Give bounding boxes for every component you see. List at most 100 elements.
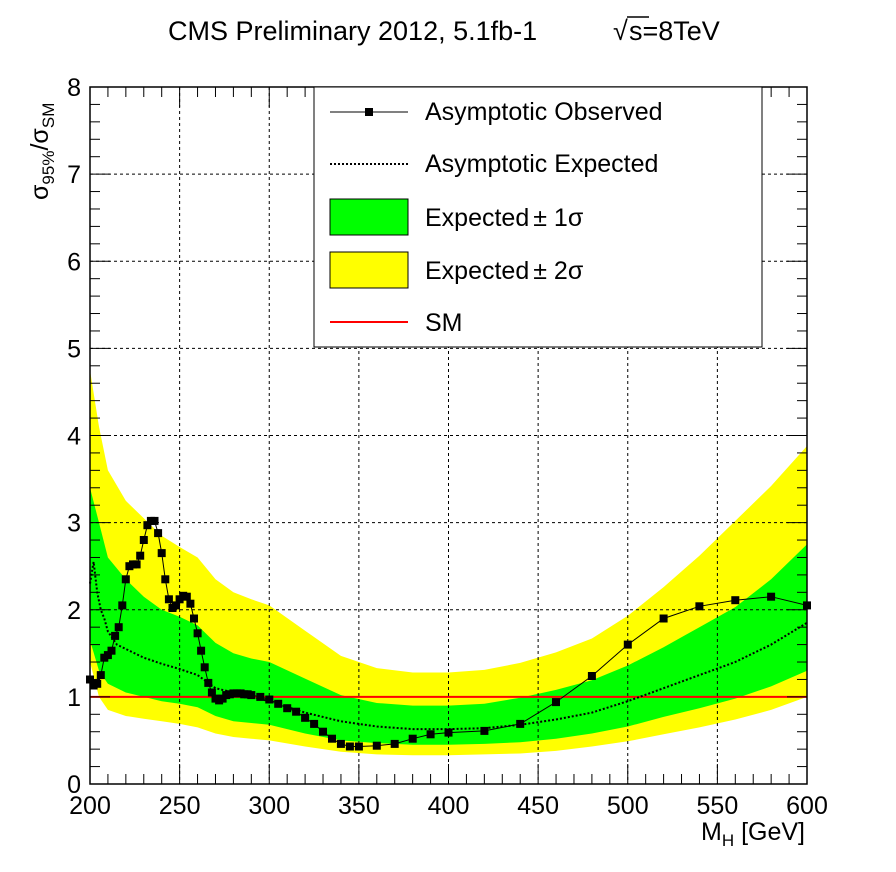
observed-point bbox=[408, 734, 417, 743]
observed-point bbox=[292, 707, 301, 716]
x-tick-label: 200 bbox=[69, 792, 111, 820]
y-tick-label: 3 bbox=[67, 510, 81, 538]
observed-point bbox=[150, 516, 159, 525]
x-tick-label: 550 bbox=[697, 792, 739, 820]
y-tick-label: 4 bbox=[67, 423, 81, 451]
observed-point bbox=[767, 592, 776, 601]
observed-point bbox=[93, 679, 102, 688]
observed-point bbox=[143, 521, 152, 530]
observed-point bbox=[164, 595, 173, 604]
band-1sigma bbox=[90, 487, 807, 745]
observed-point bbox=[182, 592, 191, 601]
observed-point bbox=[623, 640, 632, 649]
observed-point bbox=[731, 596, 740, 605]
legend-band1-pm: ± 1σ bbox=[533, 204, 584, 232]
x-tick-label: 600 bbox=[786, 792, 828, 820]
x-tick-label: 450 bbox=[517, 792, 559, 820]
observed-point bbox=[516, 719, 525, 728]
observed-point bbox=[161, 575, 170, 584]
observed-point bbox=[336, 739, 345, 748]
observed-point bbox=[118, 601, 127, 610]
legend: Asymptotic Observed Asymptotic Expected … bbox=[313, 86, 763, 348]
observed-point bbox=[172, 601, 180, 610]
y-tick-label: 2 bbox=[67, 597, 81, 625]
title-energy: s=8TeV bbox=[629, 16, 720, 46]
observed-point bbox=[283, 704, 292, 713]
y-axis-title: σ95%/σSM bbox=[26, 103, 58, 200]
observed-point bbox=[390, 739, 399, 748]
observed-point bbox=[114, 623, 123, 632]
chart-title: CMS Preliminary 2012, 5.1fb-1 bbox=[168, 16, 537, 46]
y-tick-label: 1 bbox=[67, 684, 81, 712]
legend-band1-label: Expected ± 1σ bbox=[425, 204, 584, 232]
observed-point bbox=[444, 728, 453, 737]
observed-point bbox=[354, 742, 363, 751]
x-tick-label: 250 bbox=[159, 792, 201, 820]
x-axis-title: MH [GeV] bbox=[701, 818, 805, 850]
observed-point bbox=[103, 651, 112, 660]
observed-point bbox=[154, 529, 163, 538]
legend-band2-text: Expected bbox=[425, 257, 529, 285]
observed-point bbox=[200, 663, 209, 672]
x-axis-title-sub: H bbox=[722, 831, 734, 850]
title-sqrt-symbol: √ bbox=[613, 16, 628, 46]
legend-observed-label: Asymptotic Observed bbox=[425, 98, 663, 126]
observed-point bbox=[265, 695, 274, 704]
observed-point bbox=[372, 741, 381, 750]
legend-band1-swatch bbox=[329, 198, 409, 236]
legend-observed-marker bbox=[365, 108, 373, 116]
observed-point bbox=[111, 631, 120, 640]
y-axis-title-slash: / bbox=[26, 144, 54, 151]
observed-point bbox=[247, 691, 256, 700]
x-axis-title-unit: [GeV] bbox=[734, 818, 805, 846]
observed-point bbox=[193, 629, 202, 638]
limit-curves bbox=[86, 516, 811, 751]
legend-band2-swatch bbox=[329, 251, 409, 289]
y-axis-title-sub2: SM bbox=[39, 103, 58, 129]
y-axis-title-sub1: 95% bbox=[39, 151, 58, 185]
legend-band2-pm: ± 2σ bbox=[533, 257, 584, 285]
observed-point bbox=[480, 726, 489, 735]
observed-point bbox=[274, 699, 283, 708]
observed-point bbox=[319, 727, 327, 736]
observed-point bbox=[190, 614, 198, 623]
observed-point bbox=[132, 560, 141, 569]
observed-point bbox=[301, 713, 310, 722]
y-tick-label: 8 bbox=[67, 74, 81, 102]
y-tick-label: 5 bbox=[67, 335, 81, 363]
observed-point bbox=[659, 614, 668, 623]
legend-band2-label: Expected ± 2σ bbox=[425, 257, 584, 285]
legend-band1-text: Expected bbox=[425, 204, 529, 232]
observed-point bbox=[121, 575, 130, 584]
observed-point bbox=[256, 692, 265, 701]
observed-point bbox=[426, 730, 435, 739]
observed-point bbox=[139, 536, 148, 544]
x-tick-labels: 200 250 300 350 400 450 500 550 600 bbox=[69, 792, 828, 820]
y-tick-label: 6 bbox=[67, 248, 81, 276]
observed-point bbox=[552, 698, 560, 707]
y-axis-title-sigma: σ bbox=[26, 184, 54, 200]
axis-ticks bbox=[89, 86, 808, 785]
x-tick-label: 350 bbox=[338, 792, 380, 820]
y-tick-label: 0 bbox=[67, 771, 81, 799]
y-axis-title-sigma2: σ bbox=[26, 128, 54, 144]
observed-point bbox=[136, 551, 145, 560]
x-axis-title-main: M bbox=[701, 818, 722, 846]
legend-expected-label: Asymptotic Expected bbox=[425, 150, 658, 178]
observed-point bbox=[186, 599, 195, 608]
observed-point bbox=[204, 678, 213, 687]
observed-point bbox=[96, 671, 105, 680]
y-tick-labels: 0 1 2 3 4 5 6 7 8 bbox=[67, 74, 81, 799]
legend-sm-label: SM bbox=[425, 309, 463, 337]
x-tick-label: 300 bbox=[248, 792, 290, 820]
observed-point bbox=[310, 719, 319, 728]
observed-point bbox=[328, 734, 336, 743]
observed-point bbox=[345, 742, 354, 751]
x-tick-label: 400 bbox=[428, 792, 470, 820]
observed-point bbox=[207, 688, 216, 697]
observed-point bbox=[197, 646, 206, 655]
observed-point bbox=[587, 672, 596, 680]
observed-point bbox=[695, 602, 704, 611]
y-tick-label: 7 bbox=[67, 161, 81, 189]
